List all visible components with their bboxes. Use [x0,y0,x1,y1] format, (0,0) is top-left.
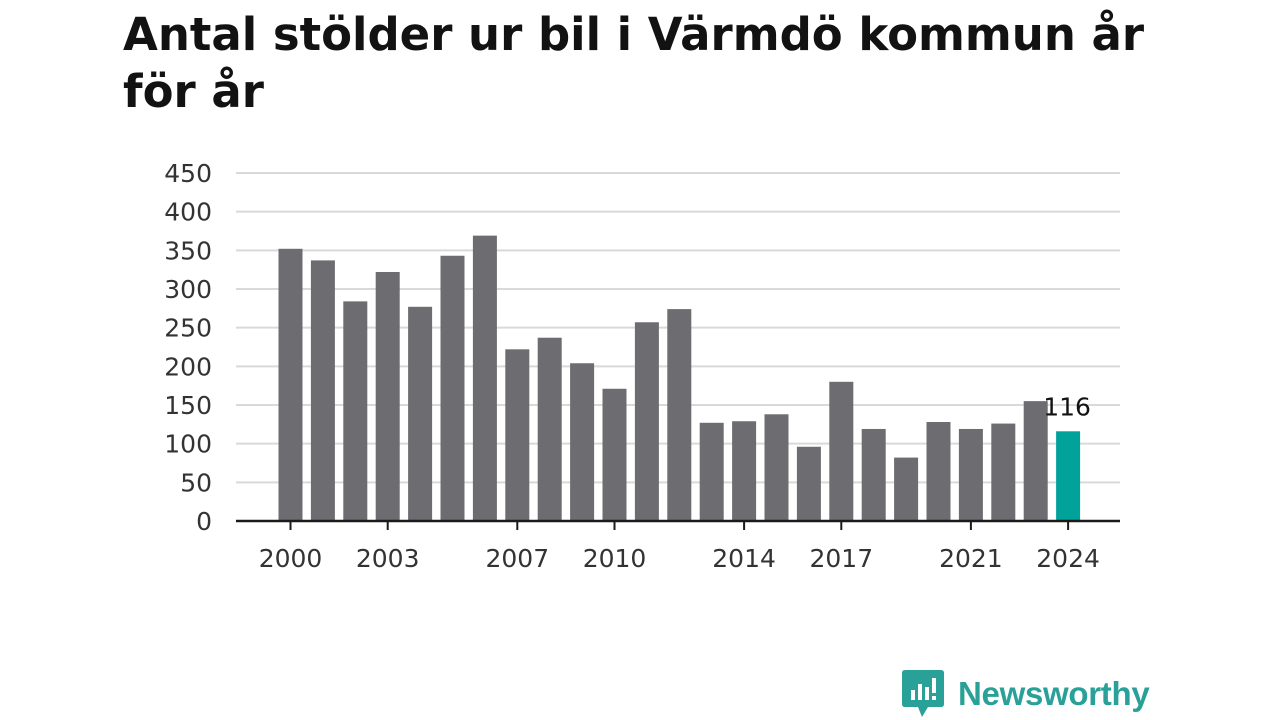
bar [408,306,433,521]
x-tick-label: 2014 [712,544,776,573]
bar [991,423,1016,521]
bar [440,255,465,521]
bar [699,422,724,521]
y-tick-label: 0 [196,507,212,536]
bar [926,422,951,521]
bar [861,428,886,521]
bar [894,457,919,521]
y-tick-label: 300 [164,275,212,304]
x-tick-label: 2024 [1036,544,1100,573]
bar [829,381,854,521]
bar [602,388,627,521]
y-tick-label: 100 [164,430,212,459]
newsworthy-brand: Newsworthy [902,669,1150,719]
x-tick-label: 2003 [356,544,420,573]
y-tick-label: 200 [164,352,212,381]
bar [634,322,659,521]
bar-highlight [1056,431,1081,521]
bar [537,337,562,521]
bar [570,363,595,521]
data-label-highlight: 116 [1043,392,1091,421]
bar [764,414,789,521]
y-axis-tick-labels: 0 50 100 150 200 250 300 350 400 450 [164,159,212,536]
bar [278,248,303,521]
y-tick-label: 400 [164,198,212,227]
x-axis-tick-labels: 2000 2003 2007 2010 2014 2017 2021 2024 [259,521,1100,573]
bar [958,428,983,521]
bar [732,421,757,521]
y-tick-label: 50 [180,468,212,497]
bar [375,271,400,521]
x-tick-label: 2000 [259,544,323,573]
y-tick-label: 250 [164,314,212,343]
bar [343,301,368,521]
bar [505,349,530,521]
bar [796,446,821,521]
bar [1023,401,1048,521]
bar [310,260,335,521]
y-tick-label: 150 [164,391,212,420]
newsworthy-logo-icon [902,670,944,717]
bar [667,309,692,521]
bars [278,235,1081,521]
bar [472,235,497,521]
brand-name: Newsworthy [958,675,1150,712]
y-tick-label: 350 [164,236,212,265]
y-tick-label: 450 [164,159,212,188]
data-labels: 116 [1043,392,1091,421]
chart-title: Antal stölder ur bil i Värmdö kommun år … [123,8,1145,118]
x-tick-label: 2021 [939,544,1003,573]
x-tick-label: 2017 [809,544,873,573]
x-tick-label: 2010 [583,544,647,573]
x-tick-label: 2007 [485,544,549,573]
